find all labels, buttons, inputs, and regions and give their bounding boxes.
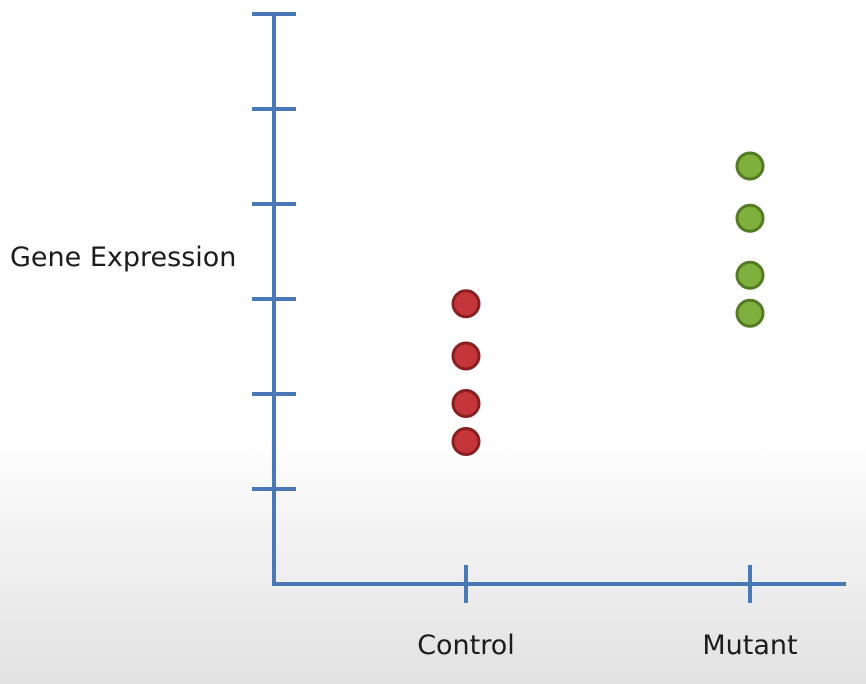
point-mutant-2 — [735, 260, 765, 290]
y-axis-label: Gene Expression — [10, 242, 236, 273]
point-control-3 — [451, 341, 481, 371]
point-control-1 — [451, 427, 481, 456]
axes — [272, 14, 846, 586]
x-tick-label-mutant: Mutant — [702, 630, 797, 661]
y-ticks — [252, 12, 296, 491]
x-tick-label-control: Control — [417, 630, 515, 661]
point-control-4 — [451, 289, 481, 319]
point-mutant-3 — [735, 203, 765, 233]
data-points — [451, 151, 765, 456]
point-mutant-1 — [735, 298, 765, 328]
point-mutant-4 — [735, 151, 765, 181]
x-ticks — [464, 565, 752, 603]
x-tick-labels: Control Mutant — [417, 630, 797, 661]
point-control-2 — [451, 389, 481, 418]
